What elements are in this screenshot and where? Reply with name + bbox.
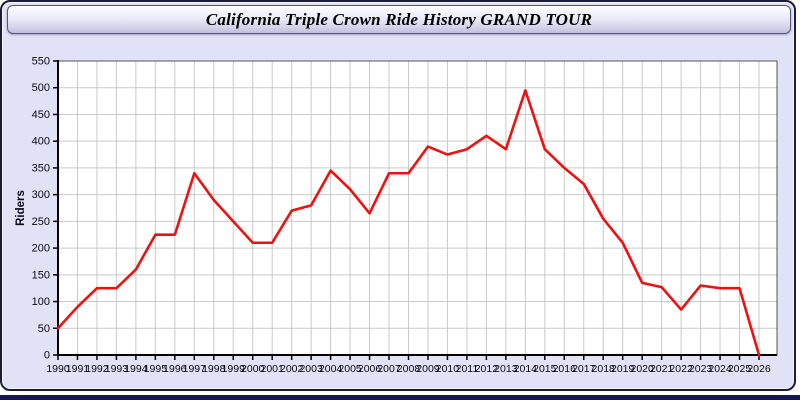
svg-text:2013: 2013	[494, 363, 518, 375]
ride-history-line-chart: 0501001502002503003504004505005501990199…	[15, 56, 778, 375]
svg-text:450: 450	[32, 109, 50, 121]
svg-text:2022: 2022	[669, 363, 693, 375]
svg-text:100: 100	[32, 296, 50, 308]
svg-text:1995: 1995	[144, 363, 168, 375]
svg-text:150: 150	[32, 269, 50, 281]
svg-text:1997: 1997	[183, 363, 207, 375]
svg-text:2012: 2012	[475, 363, 499, 375]
svg-text:2018: 2018	[592, 363, 616, 375]
svg-text:2025: 2025	[728, 363, 752, 375]
svg-text:2011: 2011	[456, 363, 479, 375]
svg-text:1994: 1994	[124, 363, 148, 375]
svg-text:500: 500	[32, 82, 50, 94]
svg-text:2009: 2009	[416, 363, 440, 375]
svg-text:2000: 2000	[241, 363, 265, 375]
svg-text:2010: 2010	[436, 363, 460, 375]
svg-text:2006: 2006	[358, 363, 382, 375]
svg-text:2008: 2008	[397, 363, 421, 375]
svg-text:1992: 1992	[85, 363, 109, 375]
svg-text:2024: 2024	[708, 363, 732, 375]
svg-text:550: 550	[32, 56, 50, 68]
svg-text:2005: 2005	[338, 363, 362, 375]
chart-title-bar: California Triple Crown Ride History GRA…	[7, 5, 791, 34]
svg-text:50: 50	[38, 323, 50, 335]
svg-text:2019: 2019	[611, 363, 635, 375]
svg-text:1991: 1991	[66, 363, 90, 375]
svg-text:2017: 2017	[572, 363, 596, 375]
chart-title: California Triple Crown Ride History GRA…	[205, 9, 593, 29]
svg-text:2020: 2020	[630, 363, 654, 375]
svg-text:2003: 2003	[299, 363, 323, 375]
chart-window: California Triple Crown Ride History GRA…	[0, 0, 796, 391]
svg-text:2001: 2001	[261, 363, 285, 375]
svg-text:1996: 1996	[163, 363, 187, 375]
svg-text:250: 250	[32, 216, 50, 228]
svg-text:2021: 2021	[650, 363, 674, 375]
bottom-window-edge	[0, 395, 800, 400]
svg-text:1999: 1999	[222, 363, 246, 375]
svg-text:2007: 2007	[377, 363, 401, 375]
svg-text:1993: 1993	[105, 363, 129, 375]
svg-text:400: 400	[32, 136, 50, 148]
svg-text:0: 0	[44, 350, 50, 362]
svg-text:1998: 1998	[202, 363, 226, 375]
svg-text:300: 300	[32, 189, 50, 201]
svg-text:2026: 2026	[747, 363, 771, 375]
svg-text:2004: 2004	[319, 363, 343, 375]
svg-text:1990: 1990	[46, 363, 70, 375]
svg-text:200: 200	[32, 243, 50, 255]
svg-text:2002: 2002	[280, 363, 304, 375]
svg-text:Riders: Riders	[15, 190, 27, 226]
svg-text:2015: 2015	[533, 363, 557, 375]
svg-text:2016: 2016	[553, 363, 577, 375]
svg-text:350: 350	[32, 162, 50, 174]
svg-text:2023: 2023	[689, 363, 713, 375]
svg-text:2014: 2014	[514, 363, 538, 375]
